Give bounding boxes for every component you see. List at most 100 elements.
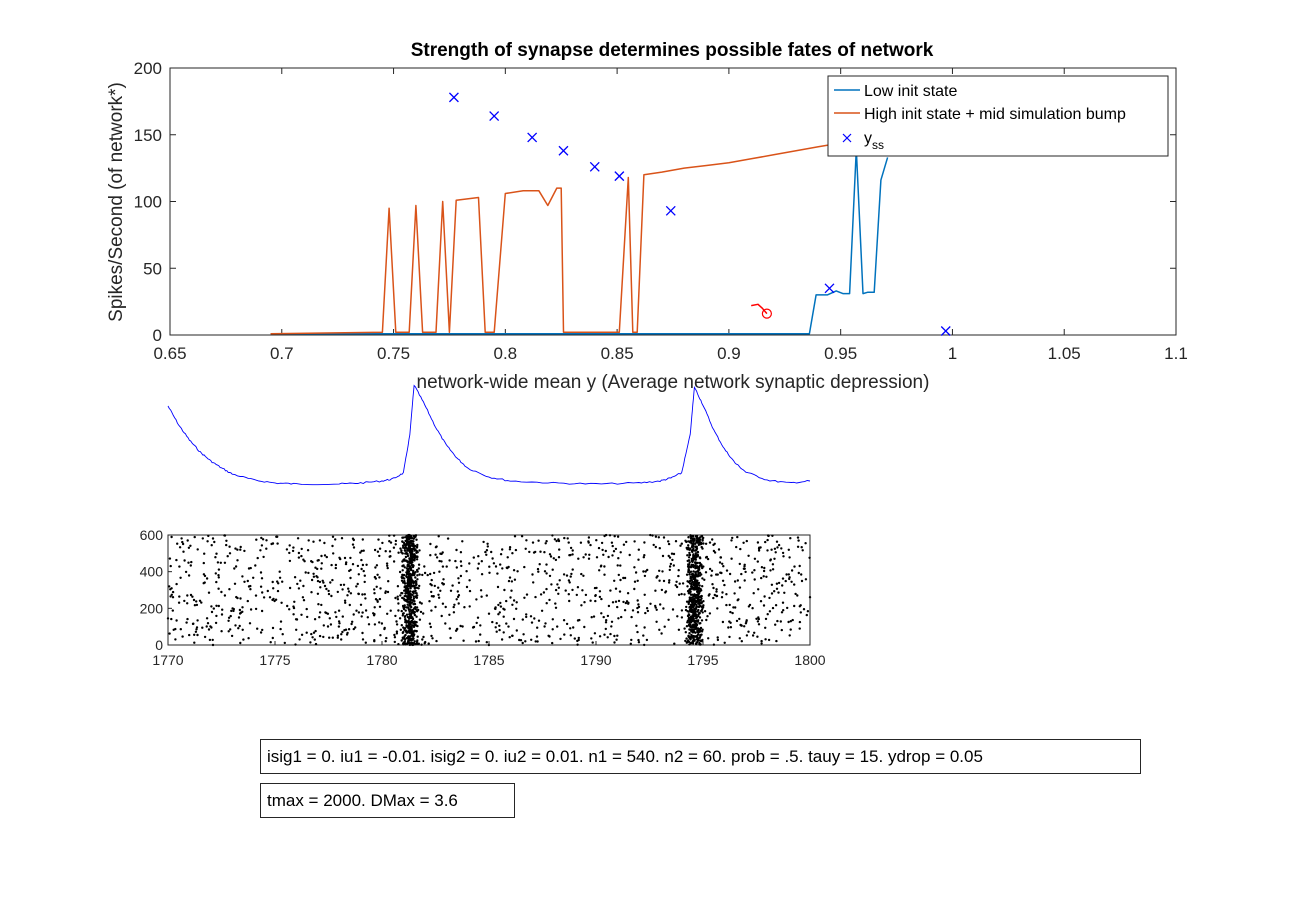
spike-point bbox=[488, 571, 491, 574]
spike-point bbox=[316, 579, 320, 583]
spike-point bbox=[429, 572, 432, 576]
spike-point bbox=[614, 600, 618, 603]
burst-spike-point bbox=[690, 593, 694, 596]
spike-point bbox=[460, 564, 463, 568]
burst-spike-point bbox=[699, 629, 702, 632]
spike-point bbox=[338, 622, 341, 625]
spike-point bbox=[221, 608, 224, 611]
burst-spike-point bbox=[410, 632, 413, 635]
spike-point bbox=[194, 630, 198, 633]
burst-spike-point bbox=[701, 577, 704, 580]
spike-point bbox=[743, 625, 746, 628]
spike-point bbox=[472, 556, 475, 559]
x-ticks: 1770 1775 1780 1785 1790 1795 1800 bbox=[152, 641, 826, 668]
spike-point bbox=[485, 594, 488, 597]
spike-point bbox=[453, 603, 456, 606]
spike-point bbox=[760, 639, 763, 643]
spike-point bbox=[728, 603, 731, 607]
spike-point bbox=[187, 561, 190, 564]
spike-point bbox=[722, 565, 725, 568]
burst-spike-point bbox=[694, 617, 698, 620]
spike-point bbox=[283, 641, 286, 645]
spike-point bbox=[624, 601, 628, 605]
spike-point bbox=[611, 554, 614, 557]
spike-point bbox=[757, 616, 760, 619]
spike-point bbox=[721, 562, 724, 565]
spike-point bbox=[758, 546, 761, 549]
spike-point bbox=[217, 568, 221, 571]
spike-point bbox=[418, 618, 422, 621]
spike-point bbox=[763, 595, 766, 598]
burst-spike-point bbox=[404, 598, 407, 602]
spike-point bbox=[329, 623, 333, 626]
spike-point bbox=[475, 598, 478, 601]
spike-point bbox=[168, 585, 171, 588]
spike-point bbox=[312, 575, 316, 578]
spike-point bbox=[418, 601, 422, 604]
spike-point bbox=[206, 540, 209, 543]
spike-point bbox=[495, 622, 498, 625]
burst-spike-point bbox=[693, 602, 697, 605]
spike-point bbox=[525, 593, 529, 596]
spike-point bbox=[325, 555, 328, 559]
spike-point bbox=[661, 570, 664, 573]
spike-point bbox=[477, 555, 480, 558]
burst-spike-point bbox=[415, 583, 418, 586]
spike-point bbox=[373, 606, 376, 609]
spike-point bbox=[211, 638, 214, 642]
spike-point bbox=[491, 620, 494, 624]
spike-point bbox=[168, 632, 171, 635]
spike-point bbox=[336, 590, 339, 594]
spike-point bbox=[677, 569, 680, 572]
spike-point bbox=[271, 636, 274, 640]
burst-spike-point bbox=[700, 535, 703, 538]
burst-spike-point bbox=[692, 639, 696, 642]
spike-point bbox=[497, 603, 500, 607]
burst-spike-point bbox=[691, 626, 694, 629]
spike-point bbox=[400, 591, 403, 595]
spike-point bbox=[715, 573, 718, 576]
burst-spike-point bbox=[696, 569, 700, 573]
spike-point bbox=[677, 628, 681, 631]
spike-point bbox=[600, 541, 604, 545]
spike-point bbox=[278, 570, 281, 573]
spike-point bbox=[455, 566, 458, 569]
burst-spike-point bbox=[692, 557, 696, 560]
burst-spike-point bbox=[690, 629, 693, 632]
spike-point bbox=[320, 562, 323, 565]
burst-spike-point bbox=[408, 545, 412, 549]
spike-point bbox=[769, 559, 772, 562]
mean-y-line bbox=[167, 384, 811, 486]
burst-spike-point bbox=[689, 534, 692, 537]
spike-point bbox=[260, 544, 264, 547]
spike-point bbox=[378, 621, 381, 624]
spike-point bbox=[327, 589, 330, 593]
spike-point bbox=[360, 615, 363, 618]
burst-spike-point bbox=[694, 545, 697, 548]
burst-spike-point bbox=[690, 573, 693, 576]
spike-point bbox=[461, 625, 464, 628]
spike-point bbox=[558, 548, 561, 551]
spike-point bbox=[454, 559, 457, 563]
spike-point bbox=[322, 581, 325, 584]
burst-spike-point bbox=[402, 546, 405, 549]
burst-spike-point bbox=[404, 536, 407, 539]
spike-point bbox=[534, 550, 537, 554]
burst-spike-point bbox=[695, 638, 698, 641]
spike-point bbox=[193, 604, 197, 607]
x-tick-label: 1775 bbox=[259, 652, 290, 668]
spike-point bbox=[175, 582, 178, 586]
spike-point bbox=[537, 539, 540, 542]
spike-point bbox=[379, 587, 382, 590]
spike-point bbox=[606, 636, 609, 639]
spike-point bbox=[180, 537, 183, 540]
spike-point bbox=[614, 547, 618, 551]
burst-spike-point bbox=[415, 580, 418, 584]
spike-point bbox=[797, 571, 800, 575]
spike-point bbox=[533, 617, 536, 620]
burst-spike-point bbox=[411, 624, 414, 627]
burst-spike-point bbox=[689, 621, 693, 624]
burst-spike-point bbox=[407, 579, 410, 582]
spike-point bbox=[603, 534, 606, 538]
spike-point bbox=[340, 537, 344, 540]
